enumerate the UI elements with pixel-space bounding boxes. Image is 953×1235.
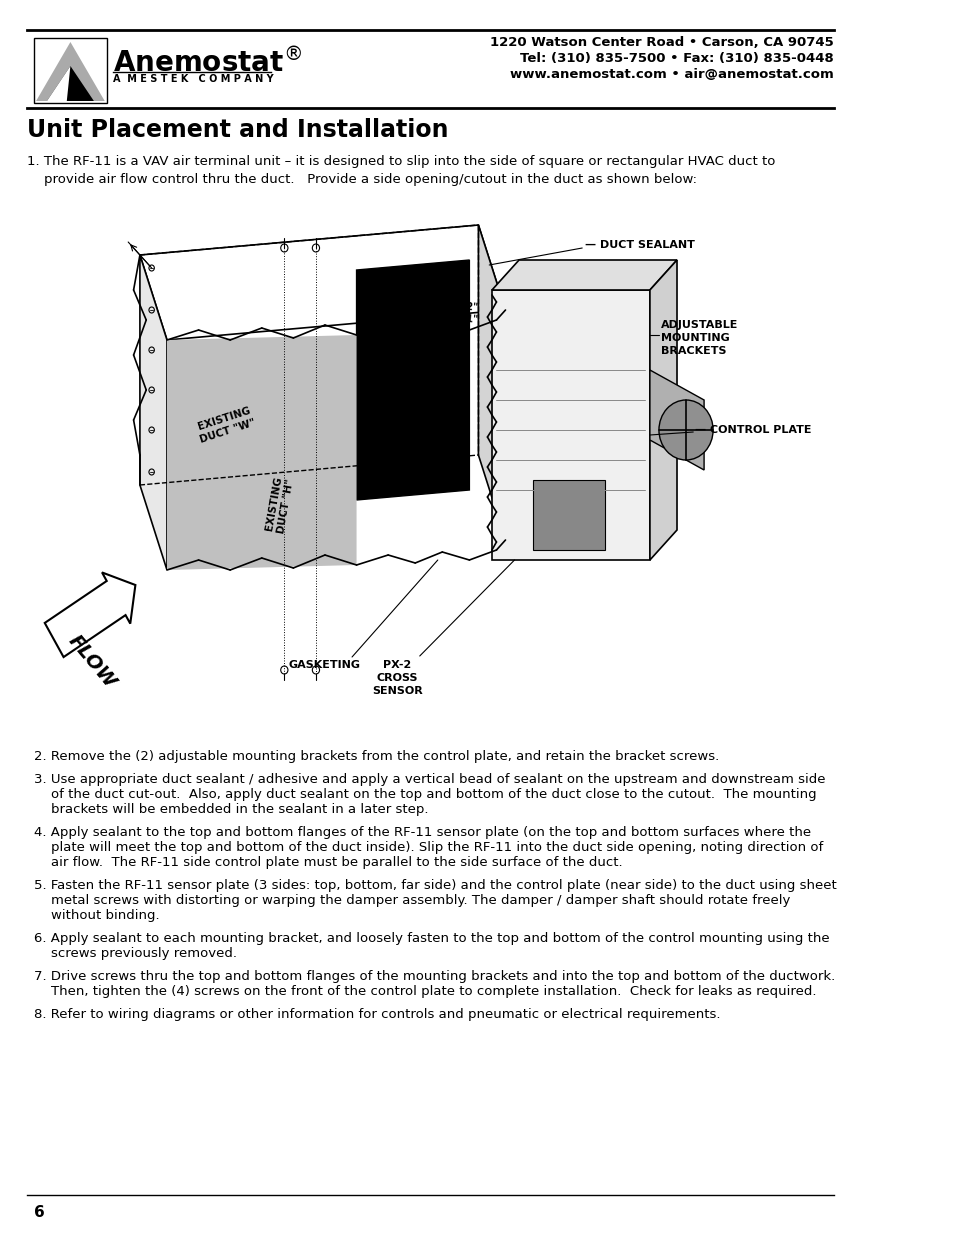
Text: ADJUSTABLE
MOUNTING
BRACKETS: ADJUSTABLE MOUNTING BRACKETS: [660, 320, 738, 357]
Polygon shape: [140, 225, 505, 340]
Text: metal screws with distorting or warping the damper assembly. The damper / damper: metal screws with distorting or warping …: [34, 894, 790, 906]
Text: 8. Refer to wiring diagrams or other information for controls and pneumatic or e: 8. Refer to wiring diagrams or other inf…: [34, 1008, 720, 1021]
Polygon shape: [649, 261, 677, 559]
Polygon shape: [47, 65, 93, 101]
Text: GASKETING: GASKETING: [289, 659, 360, 671]
Polygon shape: [477, 225, 505, 540]
Bar: [34, 38, 107, 103]
Text: TYPES 1-8 = 12"
TYPES A-Z = 11": TYPES 1-8 = 12" TYPES A-Z = 11": [388, 295, 479, 325]
Polygon shape: [36, 42, 105, 101]
Text: 2. Remove the (2) adjustable mounting brackets from the control plate, and retai: 2. Remove the (2) adjustable mounting br…: [34, 750, 719, 763]
Text: www.anemostat.com • air@anemostat.com: www.anemostat.com • air@anemostat.com: [510, 68, 833, 82]
Text: without binding.: without binding.: [34, 909, 160, 923]
Text: EXISTING
DUCT "W": EXISTING DUCT "W": [194, 405, 256, 445]
Text: 4. Apply sealant to the top and bottom flanges of the RF-11 sensor plate (on the: 4. Apply sealant to the top and bottom f…: [34, 826, 811, 839]
Text: FLOW: FLOW: [65, 632, 120, 693]
Text: — DUCT SEALANT: — DUCT SEALANT: [584, 240, 694, 249]
Text: — 3/4": — 3/4": [428, 410, 466, 420]
Text: of the duct cut-out.  Also, apply duct sealant on the top and bottom of the duct: of the duct cut-out. Also, apply duct se…: [34, 788, 816, 802]
Polygon shape: [167, 335, 356, 571]
Text: brackets will be embedded in the sealant in a later step.: brackets will be embedded in the sealant…: [34, 803, 428, 816]
Text: PX-2
CROSS
SENSOR: PX-2 CROSS SENSOR: [372, 659, 422, 697]
Text: Unit Placement and Installation: Unit Placement and Installation: [27, 119, 448, 142]
Text: 7. Drive screws thru the top and bottom flanges of the mounting brackets and int: 7. Drive screws thru the top and bottom …: [34, 969, 835, 983]
Polygon shape: [492, 290, 649, 559]
Polygon shape: [47, 65, 71, 101]
Bar: [532, 480, 604, 550]
Text: Then, tighten the (4) screws on the front of the control plate to complete insta: Then, tighten the (4) screws on the fron…: [34, 986, 816, 998]
Text: EXISTING
DUCT "H": EXISTING DUCT "H": [264, 475, 295, 535]
Text: $\bf{Anemostat}$$^{\circledR}$: $\bf{Anemostat}$$^{\circledR}$: [112, 48, 301, 78]
Polygon shape: [492, 261, 677, 290]
Text: 6. Apply sealant to each mounting bracket, and loosely fasten to the top and bot: 6. Apply sealant to each mounting bracke…: [34, 932, 829, 945]
Polygon shape: [649, 370, 703, 471]
Text: 1220 Watson Center Road • Carson, CA 90745: 1220 Watson Center Road • Carson, CA 907…: [490, 36, 833, 49]
Text: A  M E S T E K   C O M P A N Y: A M E S T E K C O M P A N Y: [112, 74, 274, 84]
FancyArrow shape: [45, 573, 135, 657]
Text: plate will meet the top and bottom of the duct inside). Slip the RF-11 into the : plate will meet the top and bottom of th…: [34, 841, 822, 853]
Text: 6: 6: [34, 1205, 45, 1220]
Polygon shape: [140, 254, 167, 571]
Circle shape: [659, 400, 712, 459]
Text: Tel: (310) 835-7500 • Fax: (310) 835-0448: Tel: (310) 835-7500 • Fax: (310) 835-044…: [519, 52, 833, 65]
Text: — CONTROL PLATE: — CONTROL PLATE: [695, 425, 811, 435]
Text: 3. Use appropriate duct sealant / adhesive and apply a vertical bead of sealant : 3. Use appropriate duct sealant / adhesi…: [34, 773, 825, 785]
Text: 5. Fasten the RF-11 sensor plate (3 sides: top, bottom, far side) and the contro: 5. Fasten the RF-11 sensor plate (3 side…: [34, 879, 836, 892]
Polygon shape: [356, 261, 469, 500]
Text: screws previously removed.: screws previously removed.: [34, 947, 237, 960]
Text: air flow.  The RF-11 side control plate must be parallel to the side surface of : air flow. The RF-11 side control plate m…: [34, 856, 622, 869]
Text: 1. The RF-11 is a VAV air terminal unit – it is designed to slip into the side o: 1. The RF-11 is a VAV air terminal unit …: [27, 156, 775, 186]
